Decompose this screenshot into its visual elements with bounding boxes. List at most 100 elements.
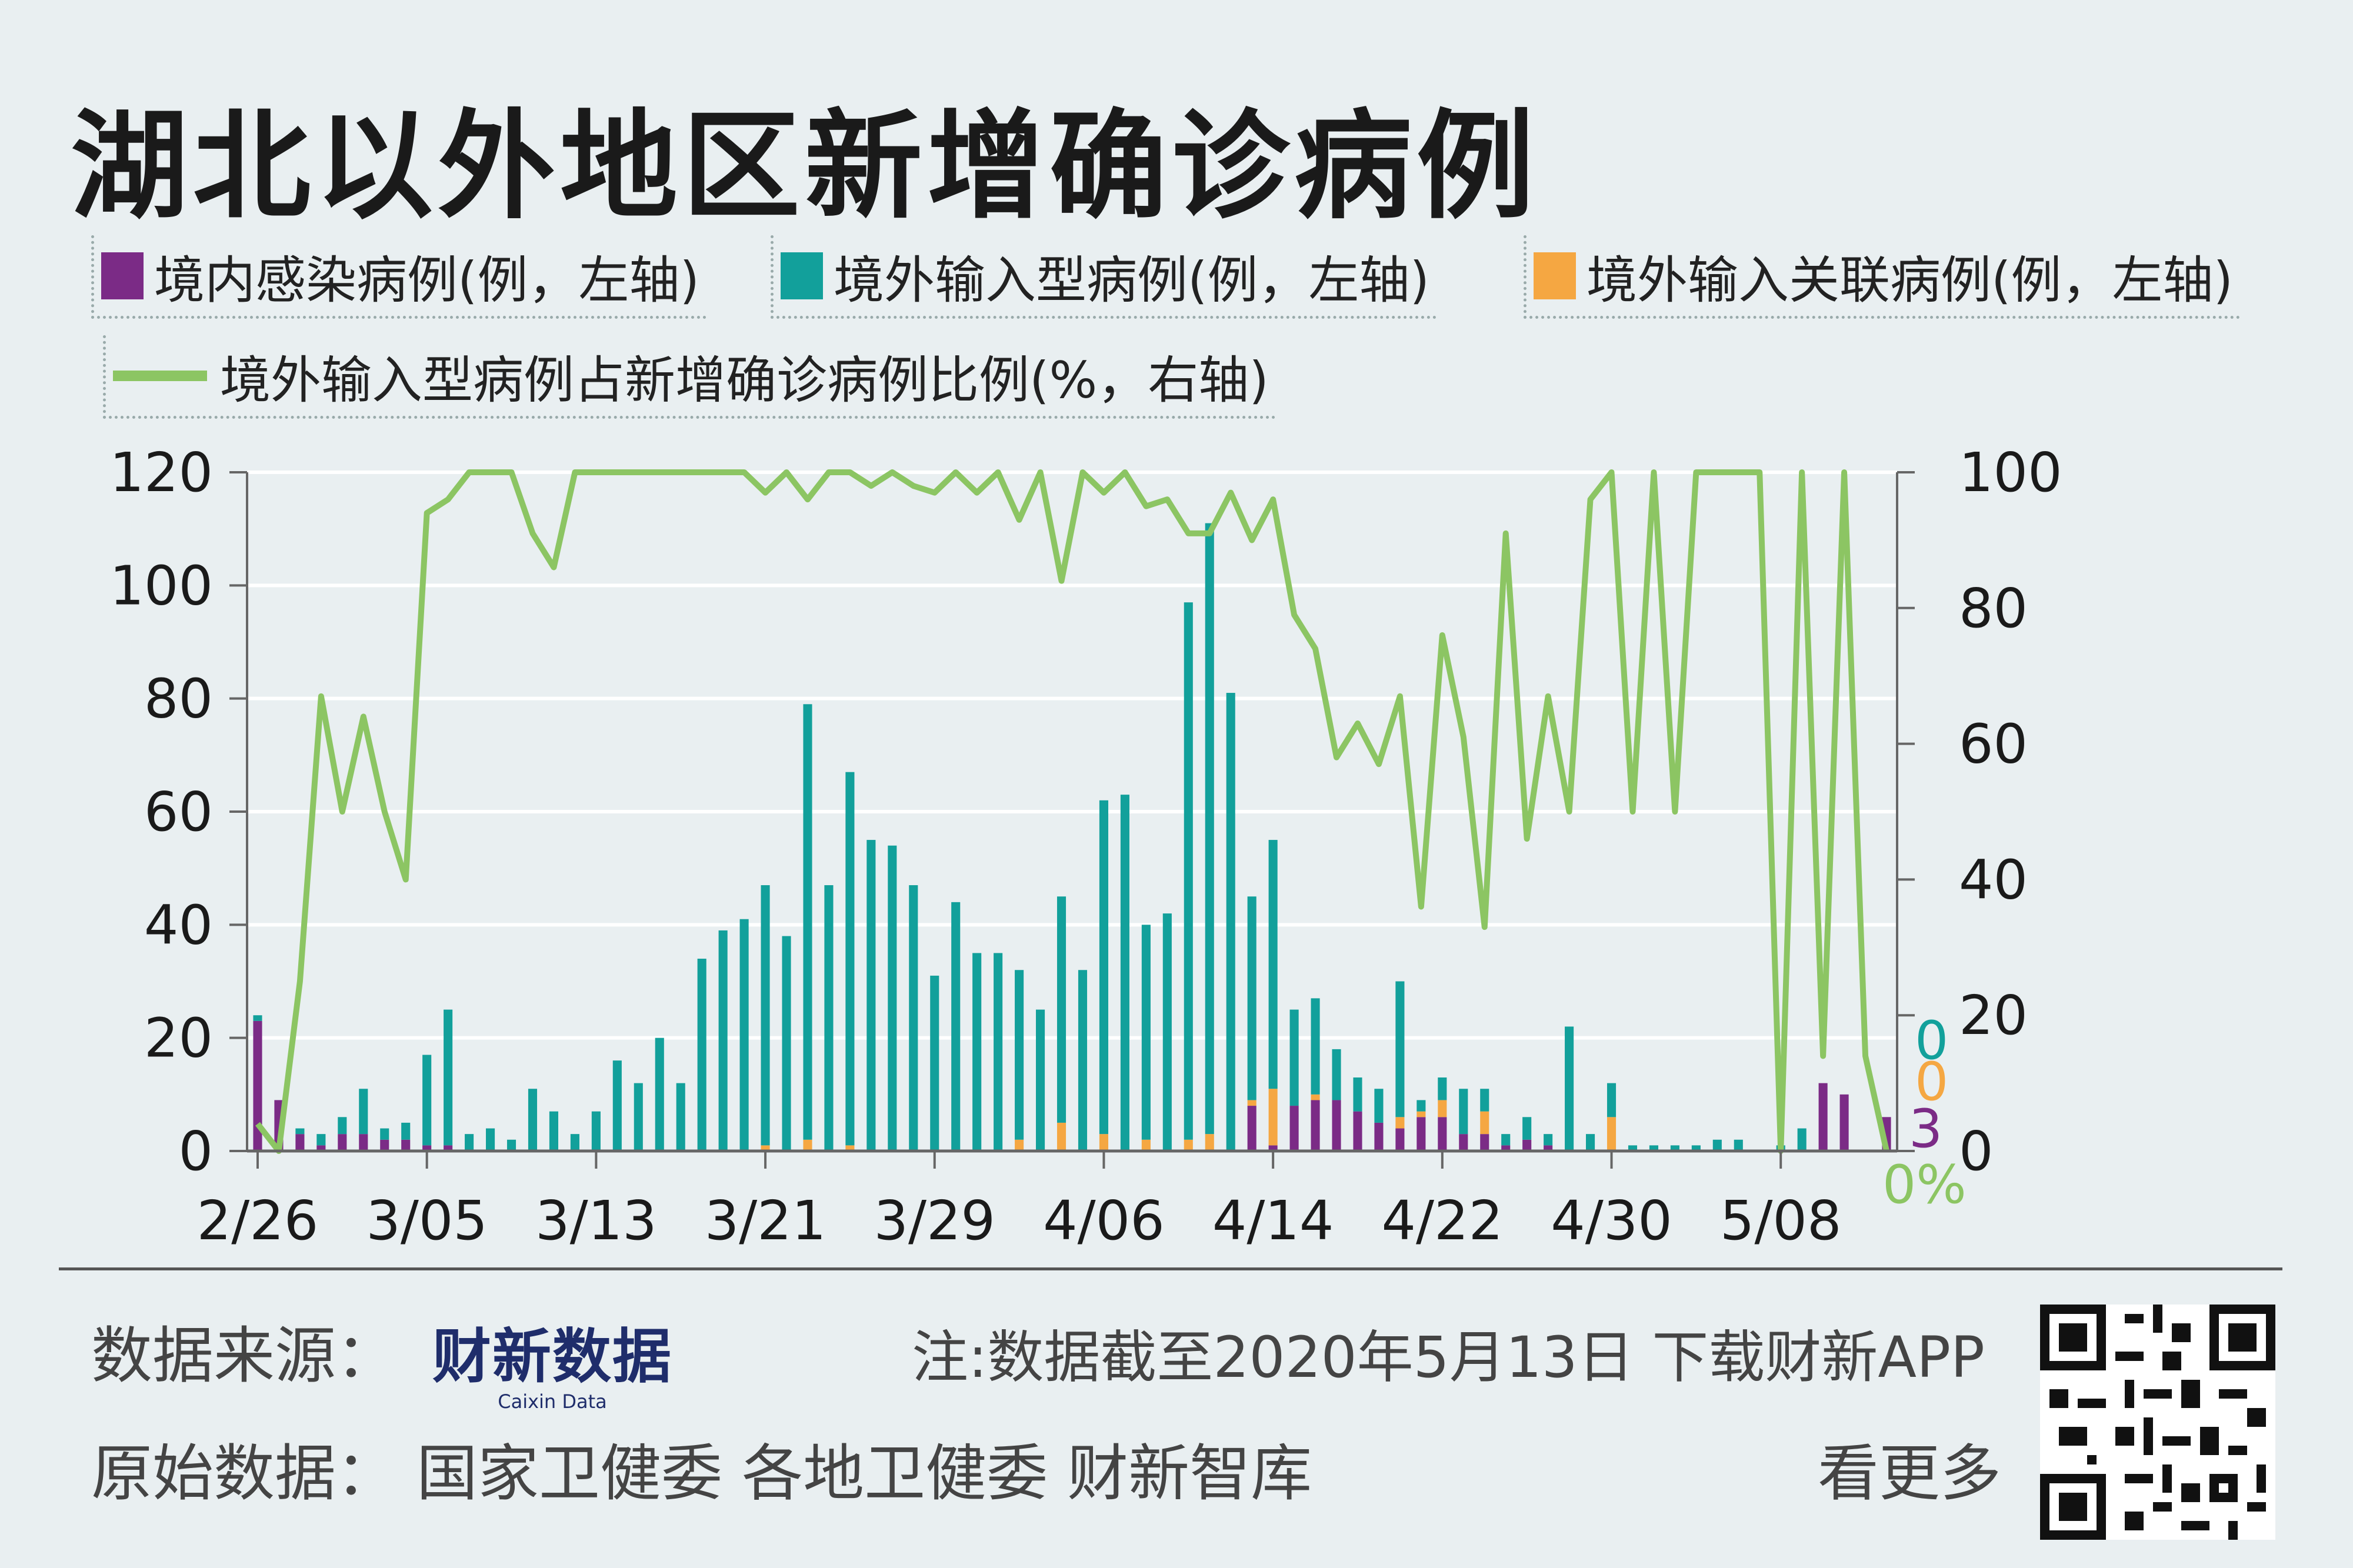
bar-domestic [1501,1145,1511,1151]
bar-imported [845,772,855,1146]
x-axis-tick-label: 3/29 [874,1189,995,1252]
bar-imported [506,1139,516,1151]
caixin-data-logo: 财新数据 Caixin Data [432,1309,672,1413]
bar-imported [1374,1089,1384,1123]
bar-imported [401,1122,411,1140]
bar-imported [782,936,791,1151]
bar-imported [972,953,982,1151]
bar-imported [951,902,961,1151]
legend-swatch-imported [781,252,823,299]
bar-domestic [1374,1122,1384,1151]
bar-imported [1649,1145,1658,1151]
bar-imported [444,1009,453,1146]
bar-linked [1184,1139,1193,1151]
bar-domestic [1459,1134,1468,1151]
bar-domestic [316,1145,326,1151]
bar-linked [845,1145,855,1151]
bar-imported [1586,1134,1595,1151]
bar-imported [1268,840,1278,1089]
bar-domestic [1480,1134,1489,1151]
legend-item-linked: 境外输入关联病例(例，左轴) [1524,235,2241,319]
bar-linked [1099,1134,1108,1151]
bar-domestic [1332,1100,1341,1151]
bar-imported [1078,970,1088,1151]
see-more-label[interactable]: 看更多 [1818,1437,2002,1509]
left-axis-tick-label: 120 [109,441,213,504]
bar-imported [1712,1139,1722,1151]
bar-linked [1438,1100,1447,1117]
bar-linked [803,1139,812,1151]
bar-imported [528,1089,538,1151]
bar-imported [380,1128,389,1140]
bar-domestic [401,1139,411,1151]
legend-label-domestic: 境内感染病例(例，左轴) [154,251,700,310]
bar-imported [1141,925,1151,1140]
bar-domestic [1311,1100,1320,1151]
bar-imported [718,930,728,1151]
bar-domestic [1289,1106,1299,1151]
bar-imported [1797,1128,1807,1151]
bar-domestic [1522,1139,1532,1151]
right-axis-tick-label: 40 [1959,848,2028,911]
x-axis-tick-label: 4/30 [1551,1189,1672,1252]
bar-linked [1607,1117,1617,1151]
bar-domestic [1395,1128,1405,1151]
bar-domestic [338,1134,347,1151]
end-label-domestic: 3 [1909,1098,1942,1160]
bar-imported [803,704,812,1140]
bar-domestic [1544,1145,1553,1151]
left-axis-tick-label: 60 [144,780,213,843]
x-axis-tick-label: 5/08 [1720,1189,1842,1252]
bar-imported [888,845,897,1151]
bar-domestic [380,1139,389,1151]
bar-linked [1311,1094,1320,1100]
bar-linked [1417,1111,1426,1117]
legend-swatch-domestic [101,252,144,299]
bar-domestic [1247,1106,1257,1151]
bar-imported [1670,1145,1679,1151]
left-axis-tick-label: 80 [144,668,213,730]
bar-linked [1268,1089,1278,1146]
right-axis-tick-label: 60 [1959,713,2028,776]
bar-imported [549,1111,558,1151]
bar-imported [465,1134,474,1151]
bar-imported [930,975,939,1151]
footer-note: 注:数据截至2020年5月13日 下载财新APP [912,1325,1985,1390]
source-label: 数据来源： [91,1320,398,1392]
bar-domestic [1818,1083,1828,1151]
bar-imported [1162,913,1172,1151]
left-axis-tick-label: 0 [178,1120,213,1183]
x-axis-tick-label: 4/14 [1212,1189,1334,1252]
bar-imported [486,1128,495,1151]
bar-imported [739,919,749,1151]
bar-imported [824,885,834,1151]
bar-imported [1565,1026,1574,1151]
bar-imported [866,840,876,1151]
left-axis-tick-label: 20 [144,1007,213,1070]
bar-imported [1247,896,1257,1100]
legend-swatch-linked [1534,252,1576,299]
logo-text-en: Caixin Data [498,1390,607,1413]
end-label-linked: 0 [1915,1051,1948,1113]
bar-imported [909,885,918,1151]
x-axis-tick-label: 4/06 [1043,1189,1165,1252]
bar-imported [1417,1100,1426,1112]
qr-code-icon[interactable] [2040,1305,2275,1540]
chart-title: 湖北以外地区新增确诊病例 [71,98,1539,235]
bar-imported [1226,693,1235,1151]
x-axis-tick-label: 3/13 [535,1189,657,1252]
x-axis-tick-label: 3/21 [705,1189,826,1252]
bar-imported [655,1037,664,1151]
bar-imported [1184,602,1193,1140]
bar-imported [1120,795,1129,1151]
right-axis-tick-label: 20 [1959,984,2028,1047]
bar-imported [612,1060,622,1151]
bar-imported [1099,800,1108,1135]
bar-imported [1691,1145,1701,1151]
bar-domestic [295,1134,305,1151]
bar-imported [1438,1077,1447,1100]
bar-imported [570,1134,579,1151]
bar-imported [1459,1089,1468,1135]
bar-imported [1289,1009,1299,1106]
